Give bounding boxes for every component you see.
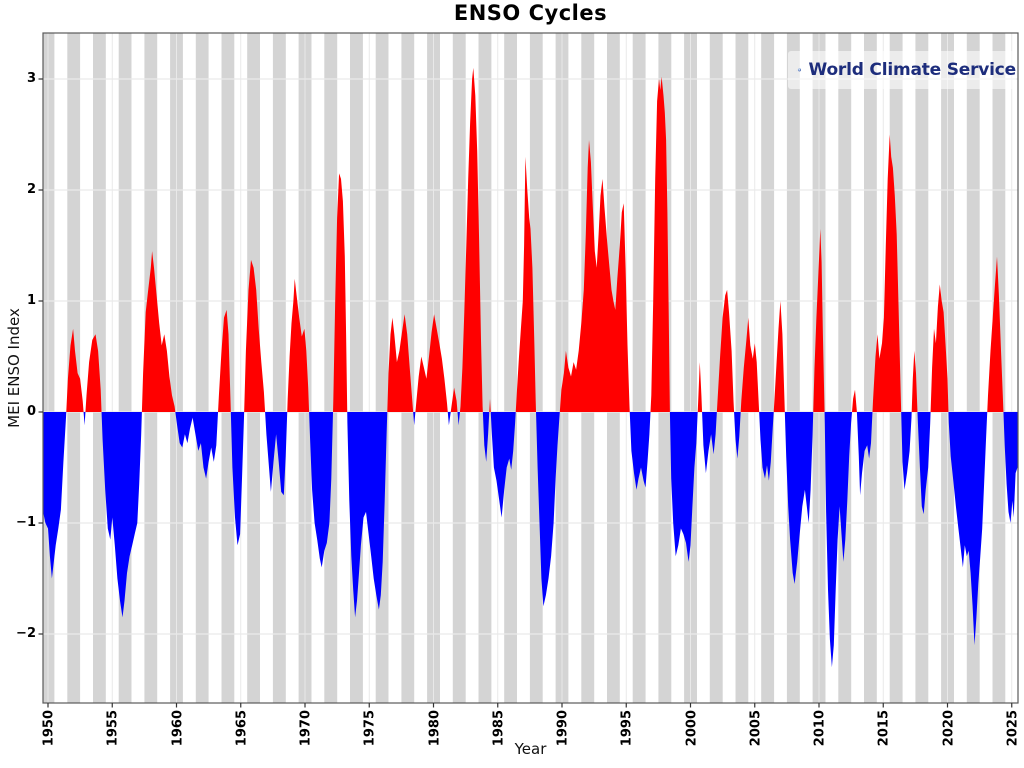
year-stripe [195,33,209,703]
y-tick-label: −2 [16,626,36,641]
y-tick-label: 1 [26,293,36,308]
year-stripe [915,33,929,703]
year-stripe [735,33,749,703]
x-tick-label: 1965 [234,710,250,747]
x-tick-label: 2005 [748,710,764,747]
x-axis-label: Year [514,740,547,758]
year-stripe [93,33,106,703]
x-tick-label: 2025 [1005,710,1021,747]
x-tick-label: 1975 [362,710,378,747]
year-stripe [529,33,543,703]
x-tick-label: 1970 [298,710,314,747]
logo: World Climate Service [788,51,1016,89]
x-tick-label: 2010 [812,710,828,747]
year-stripe [272,33,286,703]
year-stripe [864,33,877,703]
x-tick-label: 2000 [684,710,699,747]
year-stripe [43,33,55,703]
year-stripe [786,33,800,703]
la-nina-area [43,412,1018,668]
x-tick-label: 1995 [619,710,635,747]
logo-text: World Climate Service [808,60,1017,80]
year-stripe [452,33,466,703]
el-nino-area [43,67,1018,412]
x-tick-label: 2020 [941,710,956,747]
year-stripe [504,33,517,703]
x-tick-label: 1950 [41,710,57,747]
globe-icon [796,68,801,72]
year-stripe [761,33,775,703]
year-stripe [632,33,646,703]
x-tick-label: 1990 [555,710,571,747]
x-tick-label: 2015 [876,710,892,747]
year-stripe [375,33,389,703]
y-tick-label: 3 [26,71,36,86]
plot-border [42,32,1019,704]
chart-title: ENSO Cycles [453,1,608,25]
y-tick-label: 0 [26,404,36,419]
x-tick-label: 1985 [491,710,507,747]
y-tick-label: 2 [26,182,36,197]
x-tick-label: 1955 [105,710,121,747]
y-tick-label: −1 [16,515,36,530]
x-tick-label: 1960 [170,710,185,747]
year-stripe [838,33,852,703]
year-stripe [709,33,723,703]
year-stripe [478,33,492,703]
x-tick-label: 1980 [427,710,442,747]
